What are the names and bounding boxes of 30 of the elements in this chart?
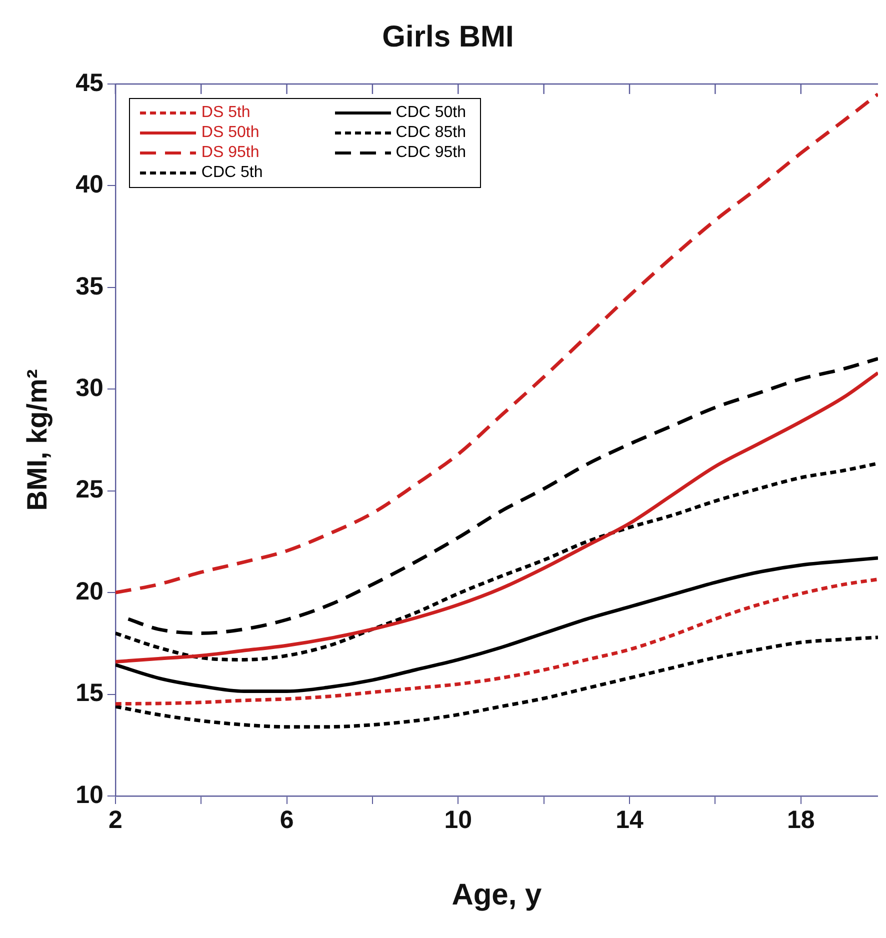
x-tick-label: 18 bbox=[786, 806, 815, 834]
x-axis-title: Age, y bbox=[452, 878, 542, 912]
x-tick-label: 2 bbox=[108, 806, 122, 834]
legend-label: DS 5th bbox=[201, 104, 250, 122]
line-series bbox=[115, 636, 878, 729]
y-tick-label: 35 bbox=[76, 272, 104, 300]
line-series bbox=[115, 371, 878, 664]
legend-label: CDC 5th bbox=[201, 164, 263, 182]
y-tick-label: 30 bbox=[76, 374, 104, 402]
x-tick-label: 14 bbox=[616, 806, 644, 834]
line-series bbox=[115, 556, 878, 693]
y-tick-label: 15 bbox=[76, 679, 104, 708]
y-axis-title: BMI, kg/m² bbox=[22, 369, 53, 511]
y-tick-label: 10 bbox=[76, 780, 104, 809]
x-tick-label: 6 bbox=[280, 806, 294, 834]
y-tick-label: 25 bbox=[76, 476, 104, 504]
line-series bbox=[115, 462, 878, 662]
y-tick-label: 40 bbox=[76, 170, 104, 199]
chart-title: Girls BMI bbox=[382, 20, 514, 54]
line-series bbox=[115, 92, 878, 594]
y-tick-label: 20 bbox=[76, 577, 104, 606]
legend-label: CDC 50th bbox=[396, 104, 466, 122]
line-series bbox=[126, 356, 878, 636]
legend-label: CDC 95th bbox=[396, 144, 466, 162]
legend-label: CDC 85th bbox=[396, 124, 466, 142]
legend-label: DS 50th bbox=[201, 124, 260, 142]
legend-label: DS 95th bbox=[201, 144, 260, 162]
line-series bbox=[115, 578, 878, 706]
x-tick-label: 10 bbox=[444, 806, 472, 834]
y-tick-label: 45 bbox=[76, 68, 104, 97]
